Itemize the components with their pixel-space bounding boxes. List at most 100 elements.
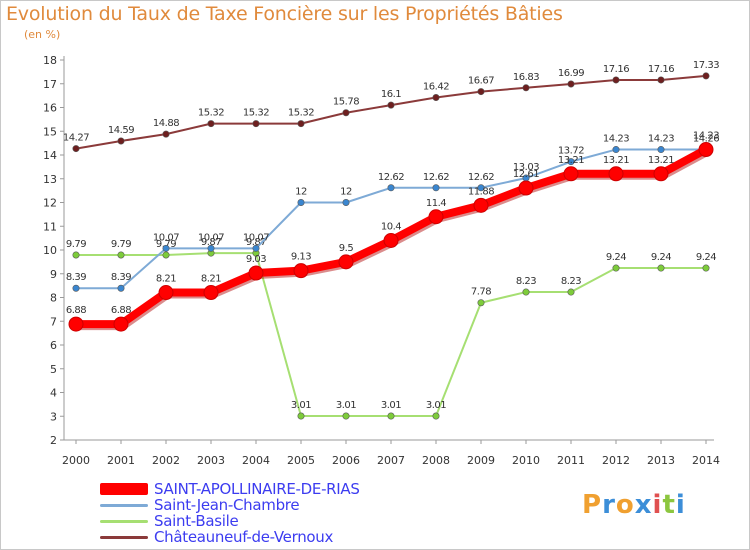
x-tick-label: 2001 (107, 454, 135, 467)
x-tick-label: 2009 (467, 454, 495, 467)
data-point (297, 412, 305, 420)
x-tick-label: 2006 (332, 454, 360, 467)
legend-item: SAINT-APOLLINAIRE-DE-RIAS (100, 481, 360, 497)
data-label: 12.62 (468, 172, 494, 183)
data-point (342, 109, 350, 117)
data-label: 15.78 (333, 97, 359, 108)
x-tick-label: 2000 (62, 454, 90, 467)
data-point (207, 244, 215, 252)
data-point (428, 209, 444, 225)
y-tick-label: 10 (43, 244, 57, 257)
x-tick-label: 2010 (512, 454, 540, 467)
data-point (702, 72, 710, 80)
data-label: 9.79 (156, 239, 176, 250)
data-point (342, 199, 350, 207)
logo-letter: t (662, 490, 676, 520)
data-point (68, 316, 84, 332)
x-tick-label: 2007 (377, 454, 405, 467)
data-label: 14.26 (693, 134, 719, 145)
chart-subtitle: (en %) (24, 28, 61, 41)
y-tick-label: 12 (43, 197, 57, 210)
data-label: 10.07 (153, 232, 179, 243)
y-tick-label: 6 (50, 339, 57, 352)
data-point (477, 88, 485, 96)
logo-letter: r (602, 490, 616, 520)
x-tick-label: 2008 (422, 454, 450, 467)
data-point (383, 233, 399, 248)
data-label: 9.5 (339, 243, 354, 254)
legend-swatch (100, 519, 148, 523)
y-tick-label: 3 (50, 410, 57, 423)
data-label: 17.16 (648, 64, 674, 75)
y-tick-label: 17 (43, 78, 57, 91)
data-label: 16.83 (513, 72, 539, 83)
data-label: 8.39 (111, 272, 131, 283)
data-label: 14.23 (693, 131, 719, 142)
chart-legend: SAINT-APOLLINAIRE-DE-RIAS Saint-Jean-Cham… (100, 481, 360, 545)
data-point (518, 180, 534, 196)
data-label: 10.4 (381, 222, 401, 233)
legend-label: Saint-Jean-Chambre (154, 496, 300, 514)
legend-label: SAINT-APOLLINAIRE-DE-RIAS (154, 480, 360, 498)
data-label: 7.78 (471, 287, 491, 298)
data-label: 3.01 (426, 400, 446, 411)
x-tick-label: 2005 (287, 454, 315, 467)
data-label: 9.13 (291, 252, 311, 263)
data-label: 13.21 (648, 155, 674, 166)
data-label: 16.67 (468, 76, 494, 87)
logo-letter: P (582, 490, 603, 520)
data-label: 9.79 (111, 239, 131, 250)
data-point (473, 197, 489, 213)
data-point (608, 166, 624, 182)
data-label: 12 (340, 187, 352, 198)
logo-letter: i (675, 490, 686, 520)
data-point (653, 166, 669, 182)
data-label: 14.23 (648, 134, 674, 145)
logo-letter: o (615, 490, 635, 520)
data-point (612, 146, 620, 154)
data-label: 13.21 (558, 155, 584, 166)
data-point (522, 288, 530, 296)
data-label: 15.32 (198, 108, 224, 119)
data-point (657, 146, 665, 154)
data-label: 11.88 (468, 186, 494, 197)
data-point (657, 76, 665, 84)
data-point (207, 120, 215, 128)
data-label: 15.32 (288, 108, 314, 119)
data-point (252, 120, 260, 128)
data-label: 9.03 (246, 254, 266, 265)
x-tick-label: 2003 (197, 454, 225, 467)
data-point (72, 251, 80, 259)
x-tick-label: 2004 (242, 454, 270, 467)
data-label: 6.88 (111, 305, 131, 316)
legend-label: Saint-Basile (154, 512, 239, 530)
data-point (342, 412, 350, 420)
data-point (117, 251, 125, 259)
data-point (297, 120, 305, 128)
data-point (113, 316, 129, 332)
x-tick-label: 2002 (152, 454, 180, 467)
legend-item: Saint-Basile (100, 513, 360, 529)
data-point (338, 254, 354, 270)
data-label: 9.79 (66, 239, 86, 250)
data-label: 12 (295, 187, 307, 198)
data-point (657, 264, 665, 272)
data-point (432, 184, 440, 192)
data-point (252, 244, 260, 252)
x-tick-label: 2012 (602, 454, 630, 467)
data-point (477, 184, 485, 192)
data-point (563, 166, 579, 182)
data-point (702, 264, 710, 272)
logo-letter: x (634, 490, 653, 520)
data-label: 13.03 (513, 162, 539, 173)
data-label: 14.88 (153, 118, 179, 129)
data-point (72, 145, 80, 153)
data-point (387, 101, 395, 109)
data-point (522, 84, 530, 92)
data-label: 16.99 (558, 68, 584, 79)
data-label: 14.27 (63, 133, 89, 144)
y-tick-label: 9 (50, 268, 57, 281)
y-tick-label: 18 (43, 54, 57, 67)
